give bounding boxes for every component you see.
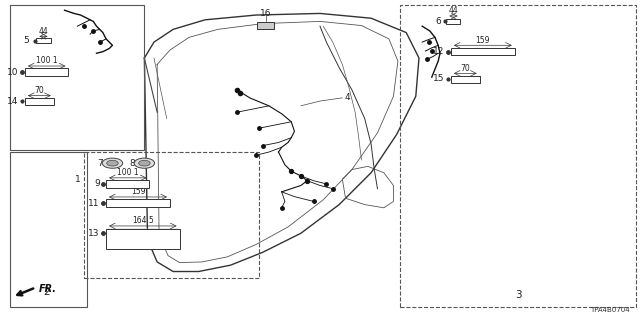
Text: 8: 8 bbox=[129, 159, 135, 168]
Text: 100 1: 100 1 bbox=[36, 56, 58, 65]
Text: 44: 44 bbox=[38, 27, 49, 36]
Bar bbox=[451, 76, 479, 83]
Text: 5: 5 bbox=[23, 36, 29, 45]
Circle shape bbox=[134, 158, 155, 168]
Bar bbox=[36, 38, 51, 44]
Text: TPA4B0704: TPA4B0704 bbox=[590, 307, 630, 313]
Text: 3: 3 bbox=[515, 291, 522, 300]
Bar bbox=[84, 152, 259, 278]
Text: 7: 7 bbox=[97, 159, 103, 168]
Text: FR.: FR. bbox=[39, 284, 57, 294]
Text: 164.5: 164.5 bbox=[132, 216, 154, 225]
Text: 100 1: 100 1 bbox=[117, 168, 139, 177]
Text: 6: 6 bbox=[436, 17, 442, 26]
Bar bbox=[106, 228, 179, 249]
Text: 10: 10 bbox=[7, 68, 19, 77]
Text: 12: 12 bbox=[433, 47, 445, 56]
Text: 159: 159 bbox=[476, 36, 490, 45]
Text: 70: 70 bbox=[460, 64, 470, 73]
Bar bbox=[257, 22, 274, 29]
Text: 16: 16 bbox=[260, 9, 271, 18]
Circle shape bbox=[139, 160, 150, 166]
Bar bbox=[400, 5, 636, 307]
Text: 9: 9 bbox=[94, 180, 100, 188]
Bar bbox=[447, 19, 461, 24]
Text: 15: 15 bbox=[433, 74, 445, 83]
Text: 13: 13 bbox=[88, 229, 100, 238]
Text: 1: 1 bbox=[76, 175, 81, 184]
Bar bbox=[106, 199, 170, 207]
Text: 159: 159 bbox=[131, 187, 145, 196]
Text: 11: 11 bbox=[88, 198, 100, 207]
Text: 44: 44 bbox=[449, 6, 458, 15]
Circle shape bbox=[107, 160, 118, 166]
Bar bbox=[10, 152, 87, 307]
Text: 70: 70 bbox=[35, 86, 44, 95]
Circle shape bbox=[102, 158, 123, 168]
Text: 14: 14 bbox=[7, 97, 19, 106]
Bar bbox=[25, 68, 68, 76]
Bar bbox=[25, 98, 54, 105]
Bar bbox=[106, 180, 150, 188]
Text: 4: 4 bbox=[344, 93, 350, 102]
Bar bbox=[451, 48, 515, 55]
Text: 2: 2 bbox=[44, 287, 50, 297]
Bar bbox=[10, 5, 145, 150]
